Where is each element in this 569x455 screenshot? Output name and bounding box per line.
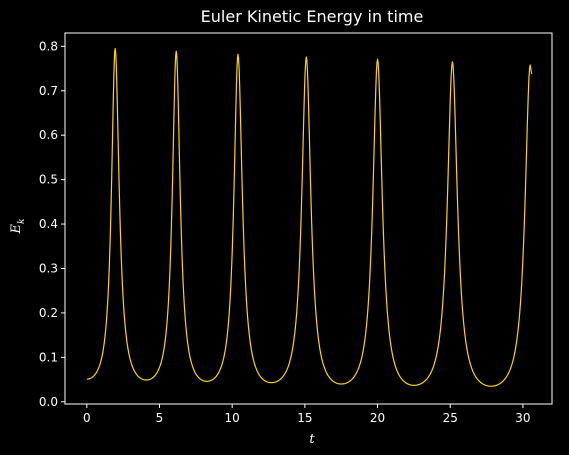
axes: 0 5 10 15 20 25 30 0.0 0.1 0.2 0.3 0.4 0.5 0.6 0.7 0.8 [39, 32, 553, 425]
x-tick-label: 0 [83, 411, 91, 425]
y-tick-label: 0.3 [39, 261, 58, 275]
x-tick-label: 5 [156, 411, 164, 425]
y-tick-label: 0.8 [39, 39, 58, 53]
axes-frame [64, 32, 553, 405]
x-axis-label: t [309, 432, 315, 447]
y-tick-label: 0.0 [39, 395, 58, 409]
x-tick-label: 15 [297, 411, 312, 425]
y-axis-label-subscript: k [17, 219, 27, 224]
y-tick-label: 0.7 [39, 84, 58, 98]
y-axis-label: Ek [9, 219, 27, 235]
x-tick-label: 10 [225, 411, 240, 425]
series-line-kinetic-energy [86, 47, 533, 387]
y-tick-label: 0.4 [39, 217, 58, 231]
plot-area [86, 47, 533, 387]
chart-title: Euler Kinetic Energy in time [201, 7, 424, 26]
y-axis-label-main: E [9, 223, 24, 234]
y-tick-label: 0.1 [39, 350, 58, 364]
y-tick-label: 0.2 [39, 306, 58, 320]
y-tick-label: 0.6 [39, 128, 58, 142]
x-tick-label: 25 [443, 411, 458, 425]
x-tick-label: 20 [370, 411, 385, 425]
x-tick-label: 30 [515, 411, 530, 425]
svg-text:Ek: Ek [9, 219, 27, 235]
y-tick-label: 0.5 [39, 173, 58, 187]
